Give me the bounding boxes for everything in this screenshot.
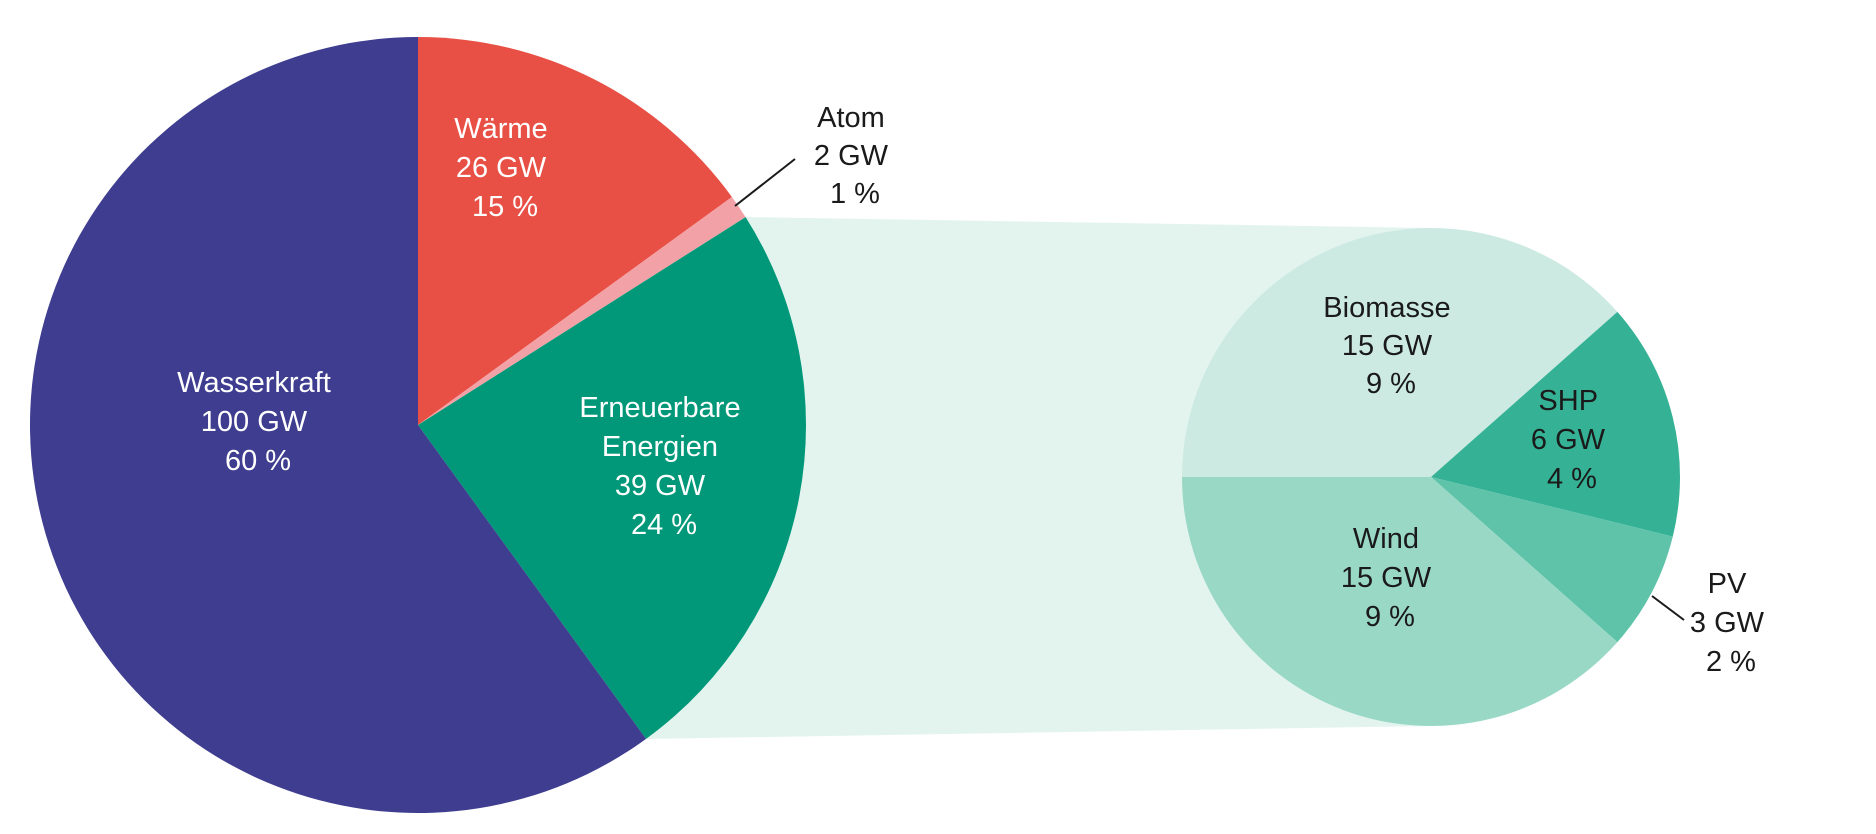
main-pie: [30, 37, 807, 813]
label-wind-gw: 15 GW: [1341, 562, 1432, 594]
breakdown-pie: [1182, 227, 1680, 727]
label-biomasse-name: Biomasse: [1323, 292, 1450, 324]
main-pie-slice-atom: [418, 196, 746, 425]
label-biomasse: Biomasse 15 GW 9 %: [1323, 292, 1458, 400]
main-pie-slice-erneuerbare: [418, 217, 807, 739]
label-waerme-gw: 26 GW: [456, 152, 547, 184]
breakdown-pie-slice-biomasse: [1182, 227, 1618, 477]
label-erneuerbare-percent: 24 %: [631, 509, 697, 541]
main-pie-slice-waerme: [418, 37, 732, 425]
label-wasserkraft-gw: 100 GW: [201, 406, 308, 438]
label-wind: Wind 15 GW 9 %: [1341, 523, 1439, 633]
label-atom-name: Atom: [817, 102, 885, 134]
label-wind-name: Wind: [1353, 523, 1419, 555]
breakdown-pie-slice-wind: [1182, 477, 1618, 727]
label-pv-gw: 3 GW: [1690, 607, 1765, 639]
pv-leader-line: [1651, 595, 1685, 621]
label-erneuerbare-name2: Energien: [602, 431, 718, 463]
label-atom: Atom 2 GW 1 %: [814, 102, 896, 210]
label-erneuerbare-name1: Erneuerbare: [579, 392, 740, 424]
label-waerme-name: Wärme: [454, 113, 547, 145]
label-erneuerbare-gw: 39 GW: [615, 470, 706, 502]
label-wind-percent: 9 %: [1365, 601, 1415, 633]
breakdown-pie-slice-shp: [1431, 311, 1680, 537]
label-shp: SHP 6 GW 4 %: [1531, 385, 1613, 495]
label-biomasse-gw: 15 GW: [1342, 330, 1433, 362]
label-waerme-percent: 15 %: [472, 191, 538, 223]
atom-leader-line: [734, 158, 796, 207]
label-pv-percent: 2 %: [1706, 646, 1756, 678]
main-pie-slice-wasserkraft: [30, 37, 647, 813]
label-atom-percent: 1 %: [830, 178, 880, 210]
label-erneuerbare: Erneuerbare Energien 39 GW 24 %: [579, 392, 748, 541]
label-shp-percent: 4 %: [1547, 463, 1597, 495]
label-waerme: Wärme 26 GW 15 %: [454, 113, 556, 223]
label-shp-name: SHP: [1538, 385, 1597, 417]
label-biomasse-percent: 9 %: [1366, 368, 1416, 400]
label-pv: PV 3 GW 2 %: [1690, 568, 1772, 678]
label-shp-gw: 6 GW: [1531, 424, 1606, 456]
breakdown-pie-slice-pv: [1431, 477, 1673, 643]
label-wasserkraft-name: Wasserkraft: [177, 367, 331, 399]
label-wasserkraft: Wasserkraft 100 GW 60 %: [177, 367, 339, 477]
label-atom-gw: 2 GW: [814, 140, 889, 172]
label-pv-name: PV: [1708, 568, 1747, 600]
label-wasserkraft-percent: 60 %: [225, 445, 291, 477]
